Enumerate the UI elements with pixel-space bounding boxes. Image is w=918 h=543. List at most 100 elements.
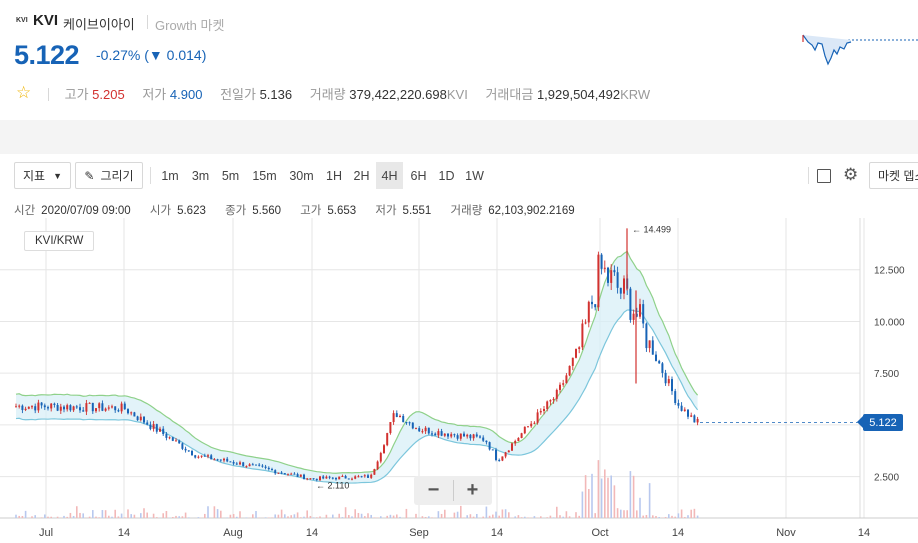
candle-body: [114, 406, 117, 411]
candle-body: [639, 304, 641, 317]
favorite-star-icon[interactable]: ☆: [16, 83, 32, 102]
market-depth-button[interactable]: 마켓 뎁스: [869, 162, 918, 189]
candle-body: [360, 476, 363, 478]
volume-bar: [607, 477, 609, 518]
draw-button[interactable]: ✎ 그리기: [75, 162, 143, 189]
candle-body: [447, 433, 449, 437]
candle-body: [389, 422, 392, 434]
interval-30m[interactable]: 30m: [289, 168, 314, 183]
volume-bar: [655, 516, 657, 518]
volume-bar: [392, 515, 395, 518]
volume-bar: [396, 514, 398, 518]
candle-body: [248, 464, 251, 467]
volume-bar: [312, 517, 315, 518]
candle-body: [242, 462, 245, 467]
interval-4h[interactable]: 4H: [376, 162, 403, 189]
candle-body: [693, 415, 696, 423]
candle-body: [475, 434, 478, 437]
interval-1d[interactable]: 1D: [438, 168, 455, 183]
candle-body: [267, 467, 270, 470]
candle-body: [325, 476, 328, 479]
price-chart[interactable]: ← 14.499← 2.1102.5005.0007.50010.00012.5…: [0, 218, 918, 543]
volume-bar: [546, 517, 548, 518]
candle-body: [98, 403, 101, 409]
interval-15m[interactable]: 15m: [252, 168, 277, 183]
candle-body: [31, 406, 33, 408]
interval-2h[interactable]: 2H: [353, 168, 370, 183]
volume-bar: [76, 506, 78, 518]
volume-bar: [82, 513, 84, 518]
volume-bar: [613, 485, 616, 518]
candle-body: [239, 462, 241, 465]
candle-body: [184, 448, 187, 451]
candle-body: [546, 401, 549, 409]
candle-body: [488, 442, 491, 450]
candle-body: [347, 478, 350, 480]
candle-body: [341, 475, 344, 477]
candle-body: [671, 379, 673, 392]
interval-1m[interactable]: 1m: [161, 168, 179, 183]
high-label: 고가: [300, 205, 322, 217]
candle-body: [431, 433, 433, 435]
volume-bar: [140, 513, 142, 518]
volume-bar: [591, 473, 593, 518]
candle-body: [191, 450, 193, 456]
candle-body: [485, 440, 488, 443]
volume-bar: [575, 512, 577, 518]
volume-bar: [610, 475, 612, 518]
candle-body: [399, 415, 401, 417]
candle-body: [130, 412, 133, 414]
zoom-in-button[interactable]: +: [466, 479, 479, 501]
volume-bar: [21, 515, 24, 518]
volume-bar: [456, 511, 459, 518]
expand-icon[interactable]: [817, 169, 831, 183]
volume-bar: [268, 517, 270, 518]
volume-bar: [162, 513, 164, 518]
candle-body: [322, 476, 325, 479]
interval-3m[interactable]: 3m: [191, 168, 210, 183]
interval-1h[interactable]: 1H: [326, 168, 342, 183]
zoom-out-button[interactable]: −: [427, 479, 440, 501]
volume-bar: [309, 515, 312, 518]
candle-body: [479, 436, 481, 438]
volume-bar: [476, 513, 478, 518]
volume-value: 62,103,902.2169: [488, 205, 575, 217]
candle-body: [370, 474, 373, 478]
volume-bar: [204, 513, 206, 518]
volume-bar: [264, 517, 267, 518]
candle-body: [95, 408, 97, 412]
volume-bar: [24, 510, 27, 518]
market-name: Growth 마켓: [155, 18, 225, 33]
candle-body: [504, 452, 507, 457]
candle-body: [418, 428, 421, 432]
candle-body: [575, 349, 577, 358]
volume-bar: [239, 511, 241, 518]
interval-6h[interactable]: 6H: [410, 168, 427, 183]
candle-body: [456, 435, 459, 439]
candle-body: [661, 363, 664, 373]
candle-body: [594, 304, 597, 308]
y-tick-label: 12.500: [874, 266, 905, 277]
stat-low-label: 저가: [142, 87, 167, 102]
candle-body: [255, 464, 257, 466]
change-percent: -0.27%: [96, 47, 141, 63]
candle-body: [613, 270, 616, 273]
volume-bar: [156, 517, 158, 518]
candle-body: [402, 415, 405, 423]
indicator-button[interactable]: 지표 ▼: [14, 162, 71, 189]
gear-icon[interactable]: ⚙: [843, 165, 859, 184]
ticker-symbol: KVI: [33, 12, 59, 29]
stat-low-value: 4.900: [169, 87, 203, 102]
candle-body: [559, 384, 561, 390]
volume-bar: [658, 517, 660, 518]
interval-1w[interactable]: 1W: [465, 168, 484, 183]
volume-bar: [120, 513, 123, 518]
divider: [453, 480, 454, 501]
coin-logo: KVI: [16, 17, 28, 24]
candle-body: [459, 433, 462, 439]
candle-body: [216, 459, 219, 461]
candle-body: [501, 456, 504, 461]
volume-bar: [664, 517, 667, 518]
stat-amount-value: 1,929,504,492: [536, 87, 621, 102]
interval-5m[interactable]: 5m: [221, 168, 240, 183]
